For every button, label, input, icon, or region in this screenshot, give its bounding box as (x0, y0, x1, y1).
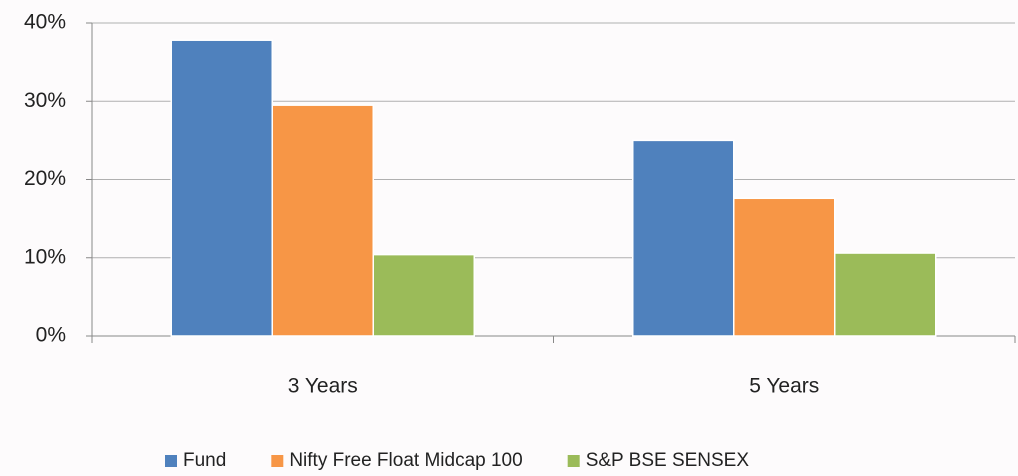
y-tick-label: 0% (36, 324, 66, 347)
legend-swatch (567, 455, 580, 467)
legend-label: Nifty Free Float Midcap 100 (289, 450, 522, 471)
bar (170, 39, 273, 337)
y-tick-label: 40% (24, 11, 66, 34)
y-tick-label: 10% (24, 245, 66, 268)
bar (372, 253, 475, 337)
legend-swatch (165, 455, 177, 467)
legend-label: Fund (183, 450, 226, 471)
legend-label: S&P BSE SENSEX (586, 450, 750, 471)
x-tick-label: 3 Years (288, 375, 358, 398)
bar (834, 252, 937, 337)
bar (632, 139, 735, 337)
bar (271, 104, 374, 337)
legend-swatch (271, 455, 284, 467)
x-tick-label: 5 Years (749, 375, 819, 398)
bar (733, 197, 836, 337)
y-tick-label: 20% (24, 167, 66, 190)
y-tick-label: 30% (24, 89, 66, 112)
